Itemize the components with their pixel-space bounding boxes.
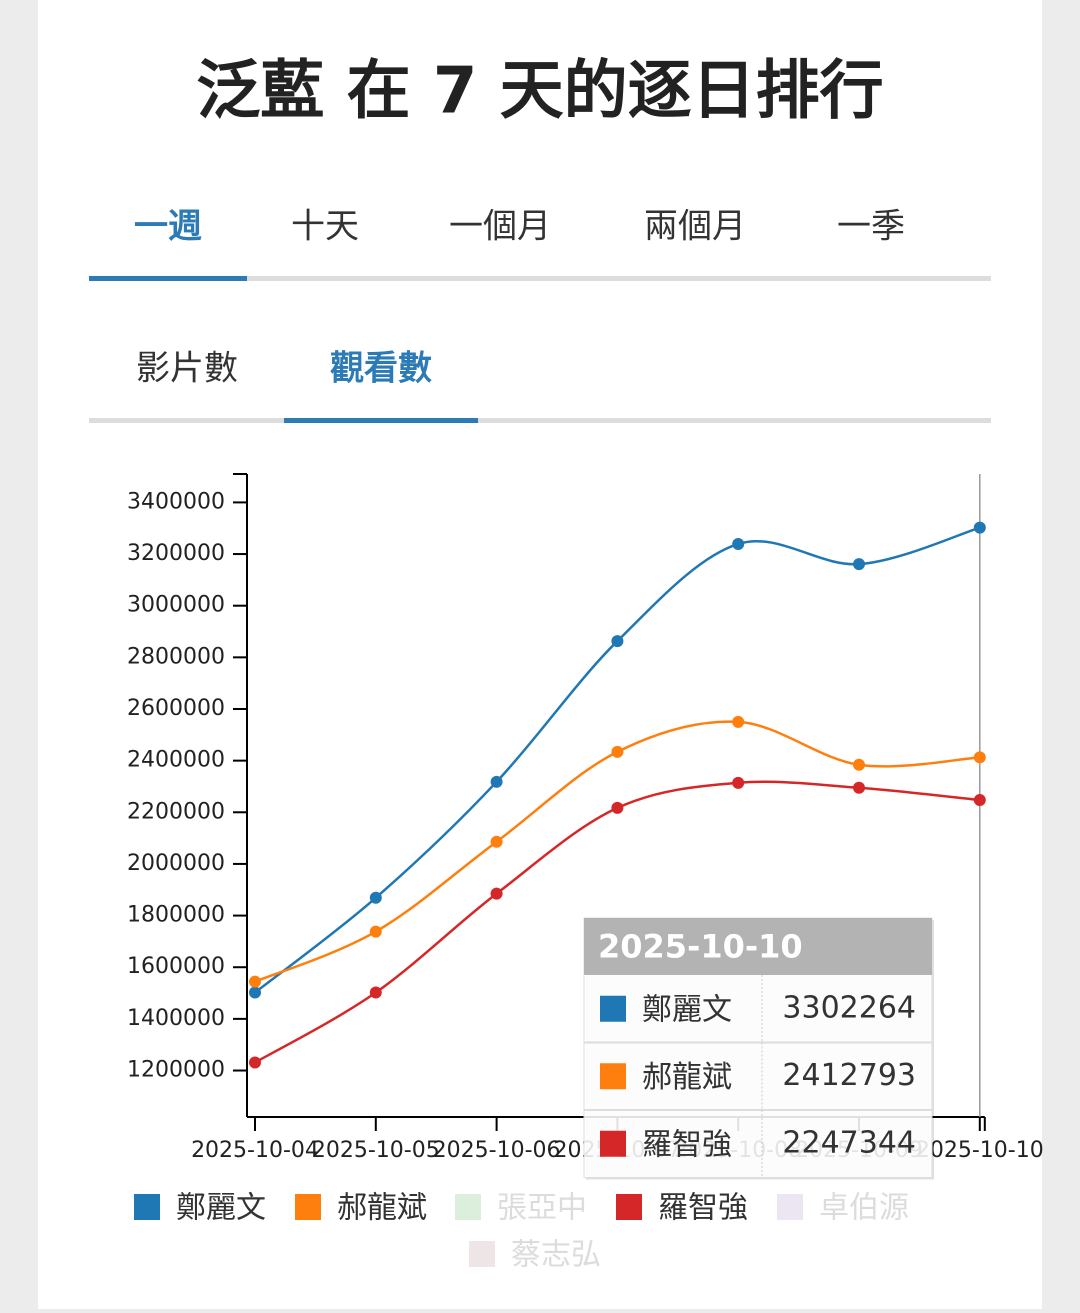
y-tick-label: 3200000 [127,541,225,566]
x-tick-label: 2025-10-06 [433,1138,561,1163]
legend-swatch[interactable] [134,1194,160,1220]
tab-track [89,276,991,281]
data-point [853,781,865,794]
legend-label[interactable]: 鄭麗文 [176,1191,266,1226]
tooltip-header [584,918,932,975]
data-point [490,775,503,788]
data-point [611,635,624,648]
tab-indicator [284,418,478,423]
y-tick-label: 2800000 [127,644,225,669]
tooltip-swatch [600,1063,626,1090]
data-point [732,776,745,789]
x-tick-label: 2025-10-05 [312,1138,440,1163]
y-tick-label: 1800000 [127,903,225,928]
data-point [369,986,382,999]
legend-swatch[interactable] [616,1194,642,1220]
data-point [369,891,382,904]
y-tick-label: 3000000 [127,593,225,618]
legend-label[interactable]: 郝龍斌 [337,1191,427,1226]
legend-label[interactable]: 張亞中 [497,1191,587,1226]
tab[interactable]: 一季 [837,207,905,247]
legend-label[interactable]: 羅智強 [658,1191,748,1226]
y-tick-label: 2400000 [127,748,225,773]
legend-swatch[interactable] [777,1194,803,1220]
tab[interactable]: 影片數 [136,349,238,389]
data-point [611,801,624,814]
data-point [732,537,745,550]
y-tick-label: 2200000 [127,799,225,824]
y-tick-label: 3400000 [127,489,225,514]
tab[interactable]: 十天 [291,207,359,247]
data-point [973,794,986,807]
data-point [249,975,261,988]
data-point [853,758,865,771]
data-point [490,887,503,900]
data-point [490,835,503,848]
tooltip-swatch [600,995,626,1022]
legend-swatch[interactable] [469,1241,495,1267]
tooltip-name: 鄭麗文 [642,992,732,1027]
x-tick-label: 2025-10-04 [191,1138,319,1163]
tab[interactable]: 兩個月 [644,207,746,247]
legend-swatch[interactable] [455,1194,481,1220]
legend-swatch[interactable] [295,1194,321,1220]
legend-label[interactable]: 蔡志弘 [511,1238,601,1273]
page-title: 泛藍 在 7 天的逐日排行 [196,55,883,129]
data-point [249,986,261,999]
data-point [973,751,986,764]
data-point [369,925,382,938]
tooltip-value: 2412793 [782,1058,916,1093]
tooltip-value: 3302264 [782,990,916,1025]
tab-indicator [89,276,247,281]
tab[interactable]: 一週 [134,207,202,247]
tooltip-name: 郝龍斌 [642,1060,732,1095]
y-tick-label: 1600000 [127,954,225,979]
tab[interactable]: 一個月 [449,207,551,247]
y-tick-label: 1400000 [127,1006,225,1031]
tooltip-value: 2247344 [782,1125,916,1160]
data-point [732,715,745,728]
data-point [611,745,624,758]
tooltip-swatch [600,1130,626,1157]
tooltip-title: 2025-10-10 [598,928,803,966]
tab-track [89,418,991,423]
data-point [249,1056,261,1069]
data-point [853,558,865,571]
tooltip-name: 羅智強 [642,1127,732,1162]
data-point [973,521,986,534]
tab[interactable]: 觀看數 [330,349,432,389]
y-tick-label: 2600000 [127,696,225,721]
x-tick-label: 2025-10-10 [916,1138,1044,1163]
y-tick-label: 1200000 [127,1058,225,1083]
legend-label[interactable]: 卓伯源 [819,1191,909,1226]
y-tick-label: 2000000 [127,851,225,876]
